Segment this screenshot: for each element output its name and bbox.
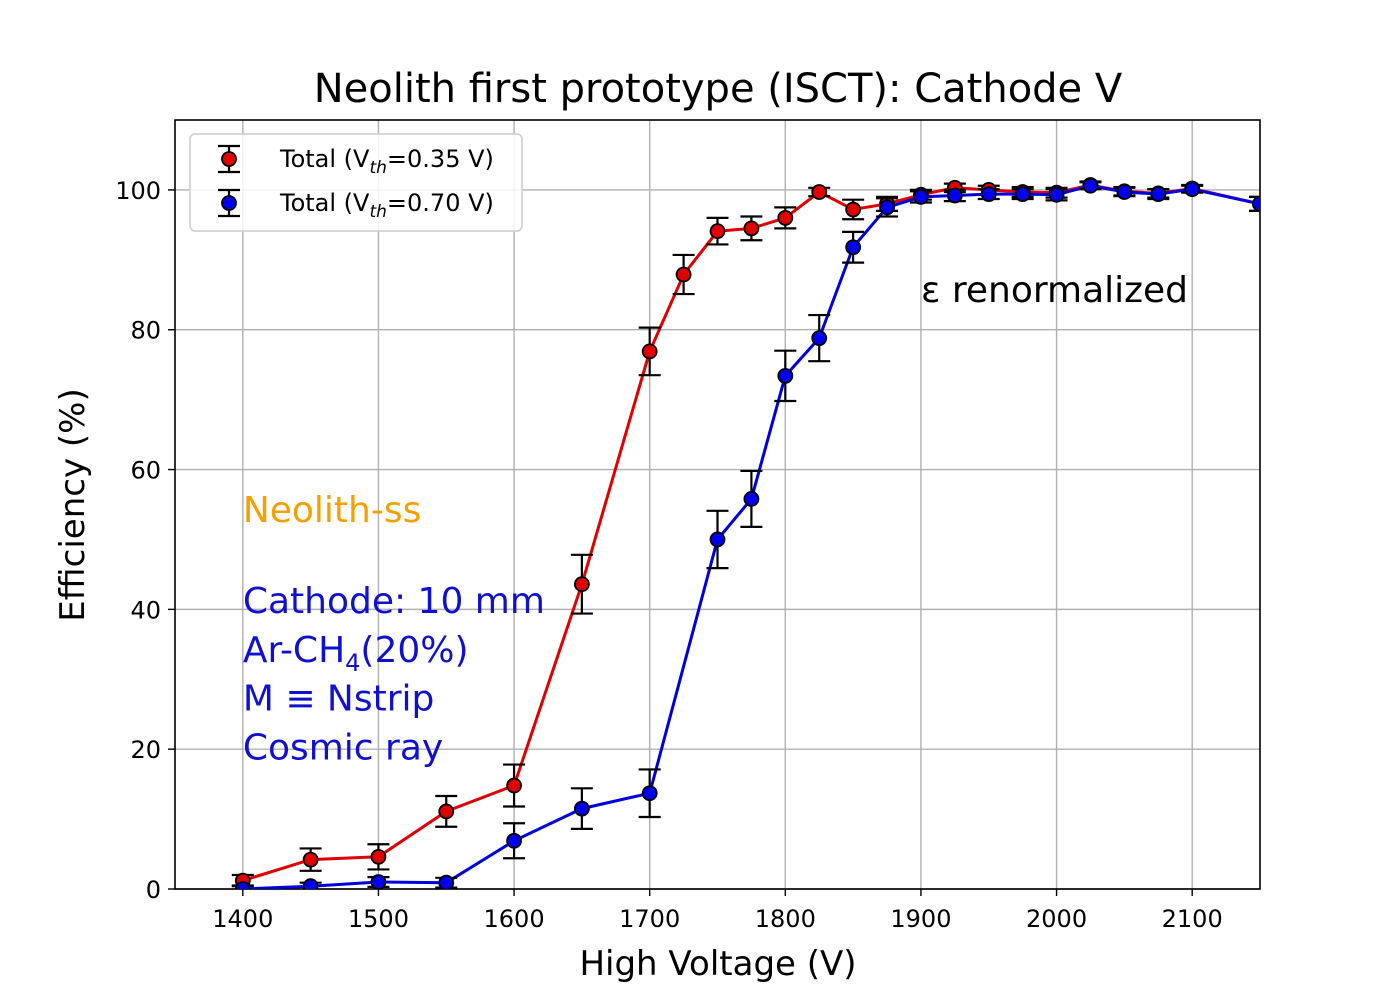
legend-marker <box>221 151 237 167</box>
data-point <box>709 223 726 240</box>
chart-title: Neolith first prototype (ISCT): Cathode … <box>314 66 1123 112</box>
x-axis-label: High Voltage (V) <box>579 944 856 984</box>
data-point <box>709 531 726 548</box>
axis-ticks: 1400 1500 1600 1700 1800 1900 2000 2100 0 20 40 60 8… <box>115 177 1223 933</box>
y-tick-label: 20 <box>130 736 161 764</box>
x-tick-label: 1800 <box>755 905 816 933</box>
series-layer <box>231 177 1260 889</box>
error-bar <box>1249 195 1260 212</box>
data-point <box>845 239 862 256</box>
x-tick-label: 1500 <box>348 905 409 933</box>
data-point <box>913 188 929 205</box>
y-tick-label: 80 <box>130 317 161 345</box>
x-tick-label: 2100 <box>1162 905 1223 933</box>
data-point <box>641 785 658 802</box>
data-point <box>743 220 760 237</box>
annotation-renorm: ε renormalized <box>921 270 1188 311</box>
legend-marker <box>221 195 237 211</box>
annotation-cathode: Cathode: 10 mm <box>243 581 545 622</box>
y-tick-label: 0 <box>146 876 161 904</box>
data-point <box>506 777 522 794</box>
data-point <box>1150 186 1167 203</box>
y-tick-label: 100 <box>115 177 161 205</box>
data-point <box>370 874 387 889</box>
annotation-neolith: Neolith-ss <box>243 490 422 531</box>
data-point <box>980 186 997 203</box>
y-tick-label: 60 <box>130 457 161 485</box>
data-point <box>777 209 794 226</box>
annotation-cosmic: Cosmic ray <box>243 728 443 769</box>
data-point <box>438 874 455 889</box>
data-point <box>675 266 692 283</box>
data-point <box>1082 177 1099 194</box>
data-point <box>879 199 895 216</box>
data-point <box>1048 186 1065 203</box>
x-tick-label: 1700 <box>619 905 680 933</box>
data-point <box>302 878 319 889</box>
data-point <box>438 803 455 820</box>
legend-entry-2: Total (Vth=0.70 V) <box>218 188 494 222</box>
annotations: ε renormalized Neolith-ss Cathode: 10 mm Ar… <box>243 270 1188 769</box>
annotation-mdef: M ≡ Nstrip <box>243 679 435 720</box>
legend-entry-1: Total (Vth=0.35 V) <box>218 144 494 178</box>
data-point <box>506 832 522 849</box>
data-point <box>1014 186 1031 203</box>
data-point <box>302 851 319 868</box>
data-point <box>1116 184 1133 200</box>
series-2 <box>231 177 1260 889</box>
data-point <box>573 800 590 817</box>
data-point <box>845 201 862 218</box>
y-tick-label: 40 <box>130 596 161 624</box>
data-point <box>370 848 387 865</box>
legend-label: Total (Vth=0.70 V) <box>279 189 494 222</box>
data-point <box>1184 181 1201 198</box>
data-point <box>641 343 658 360</box>
data-point <box>573 576 590 593</box>
x-tick-label: 1900 <box>890 905 951 933</box>
data-point <box>743 491 760 507</box>
x-tick-label: 2000 <box>1026 905 1087 933</box>
data-point <box>777 367 794 384</box>
data-point <box>811 330 828 347</box>
plot-frame <box>174 119 1261 890</box>
y-axis-label: Efficiency (%) <box>53 388 93 621</box>
x-tick-label: 1600 <box>484 905 545 933</box>
legend-box <box>189 133 523 232</box>
legend-label: Total (Vth=0.35 V) <box>279 145 494 178</box>
data-point <box>946 187 963 204</box>
data-point <box>811 184 828 200</box>
data-point <box>1252 195 1260 212</box>
data-point <box>234 881 251 889</box>
x-tick-label: 1400 <box>212 905 273 933</box>
legend: Total (Vth=0.35 V) Total (Vth=0.70 V) <box>189 133 523 232</box>
annotation-gas: Ar-CH4(20%) <box>243 630 469 677</box>
